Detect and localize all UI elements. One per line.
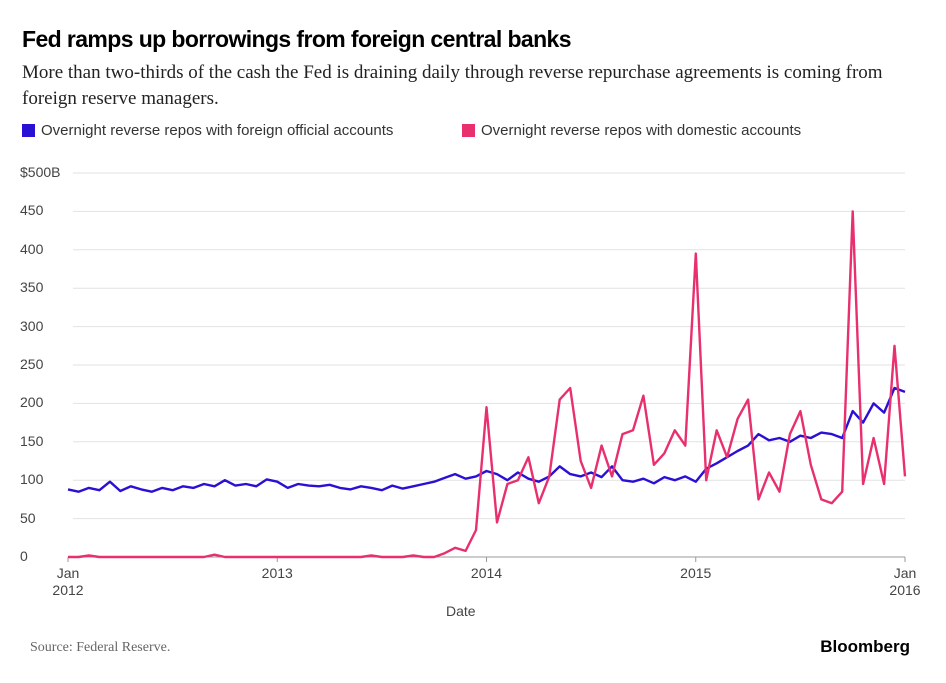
y-tick-label: 200 (20, 394, 44, 411)
legend-label: Overnight reverse repos with foreign off… (41, 122, 394, 139)
y-tick-label: 50 (20, 509, 36, 526)
series-line (67, 386, 906, 493)
legend-swatch (462, 124, 475, 137)
legend-item: Overnight reverse repos with domestic ac… (462, 122, 801, 139)
y-tick-label: 300 (20, 317, 44, 334)
x-axis-label: Date (446, 603, 476, 619)
x-tick-label: 2013 (261, 565, 293, 581)
series-line (68, 210, 907, 559)
chart-subtitle: More than two-thirds of the cash the Fed… (22, 62, 883, 109)
y-tick-label: 0 (20, 548, 28, 564)
legend-item: Overnight reverse repos with foreign off… (22, 122, 393, 139)
x-tick-label: 2014 (470, 565, 503, 581)
y-tick-label: 250 (20, 356, 44, 372)
y-tick-label: 450 (20, 202, 44, 219)
x-tick-label: 2015 (680, 565, 712, 581)
y-tick-label: 400 (20, 240, 44, 257)
chart-title: Fed ramps up borrowings from foreign cen… (22, 26, 572, 52)
y-tick-label: 100 (20, 471, 44, 488)
x-tick-label: Jan 2012 (52, 565, 84, 598)
source: Source: Federal Reserve. (30, 640, 171, 655)
y-tick-label: $500B (20, 164, 61, 180)
legend-swatch (22, 124, 35, 137)
y-tick-label: 150 (20, 432, 44, 449)
brand: Bloomberg (820, 637, 910, 656)
y-tick-label: 350 (20, 279, 44, 296)
legend-label: Overnight reverse repos with domestic ac… (481, 122, 802, 139)
x-tick-label: Jan 2016 (889, 565, 921, 598)
